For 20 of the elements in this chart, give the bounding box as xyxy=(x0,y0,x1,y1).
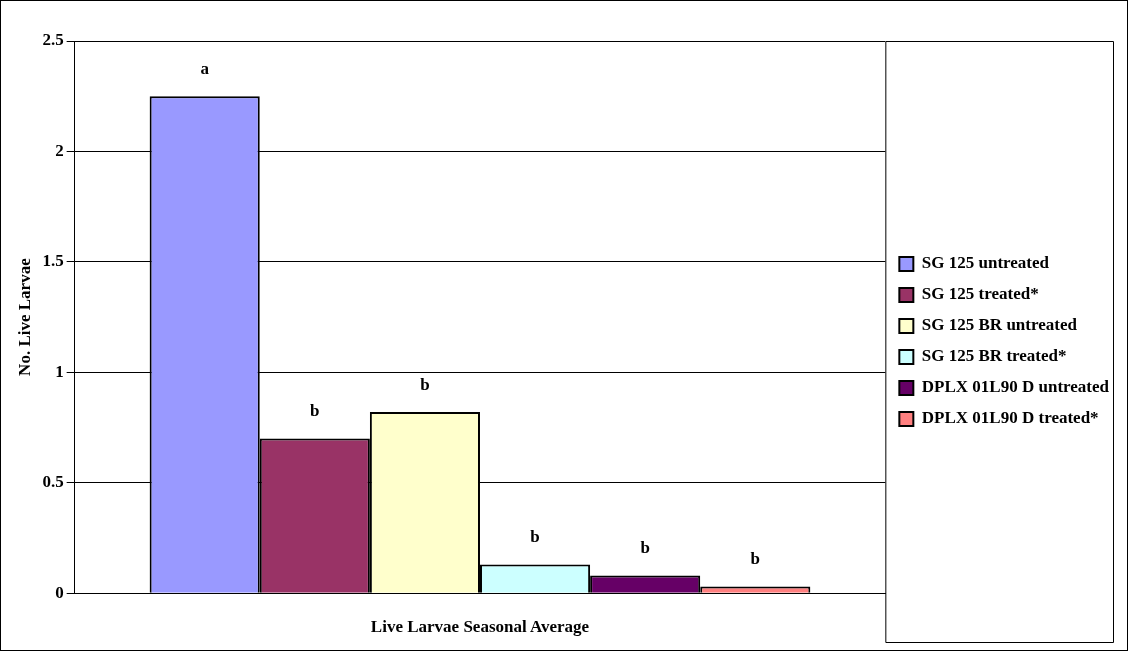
data-label: a xyxy=(200,59,210,79)
y-tick-label: 1.5 xyxy=(42,251,64,271)
legend-label: DPLX 01L90 D untreated xyxy=(921,377,1110,397)
data-label: b xyxy=(750,549,761,569)
x-axis-title: Live Larvae Seasonal Average xyxy=(370,617,590,637)
y-tick-label: 0 xyxy=(55,582,64,602)
legend-label: SG 125 BR untreated xyxy=(921,315,1078,335)
y-tick-label: 2 xyxy=(55,140,64,160)
data-label: b xyxy=(640,538,650,558)
data-label: b xyxy=(310,401,320,421)
data-label: b xyxy=(420,374,430,394)
data-label: b xyxy=(530,527,540,547)
legend-label: SG 125 untreated xyxy=(921,253,1050,273)
y-tick-label: 2.5 xyxy=(42,30,64,50)
legend-label: SG 125 treated* xyxy=(921,284,1039,304)
legend-label: DPLX 01L90 D treated* xyxy=(921,408,1099,428)
y-tick-label: 1 xyxy=(55,361,64,381)
legend-label: SG 125 BR treated* xyxy=(921,346,1067,366)
y-tick-label: 0.5 xyxy=(42,472,64,492)
y-axis-title: No. Live Larvae xyxy=(14,257,34,376)
